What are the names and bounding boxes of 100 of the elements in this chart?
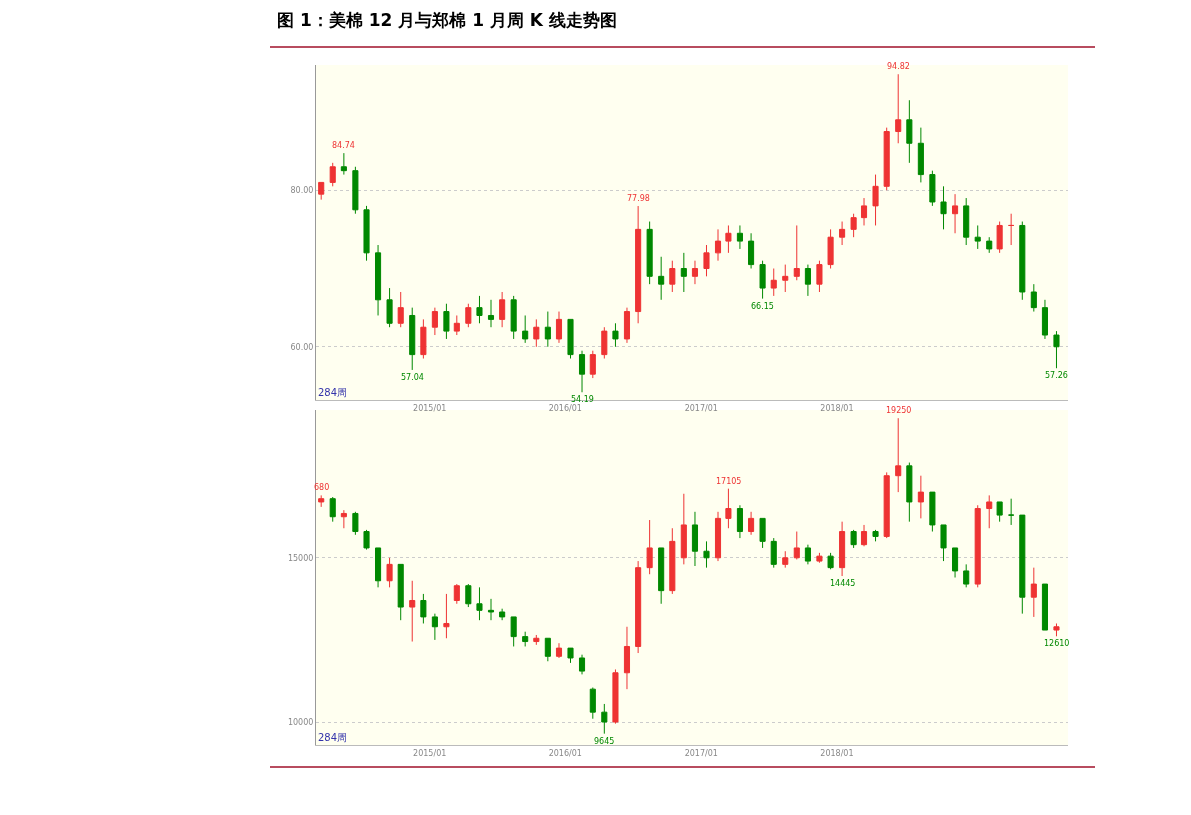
- candlestick: [1008, 213, 1015, 246]
- candlestick: [420, 593, 427, 624]
- candlestick: [363, 529, 370, 551]
- candlestick: [443, 303, 450, 340]
- candlestick: [816, 552, 823, 564]
- annotation: 9645: [594, 737, 615, 746]
- candlestick: [736, 504, 743, 539]
- annotation: 17105: [716, 477, 742, 486]
- candlestick: [397, 291, 404, 328]
- annotation: 680: [314, 483, 330, 492]
- y-tick-label: 80.00: [290, 186, 314, 196]
- candlestick: [1008, 498, 1015, 526]
- candlestick: [906, 462, 913, 523]
- candlestick: [782, 264, 789, 293]
- annotation: 54.19: [571, 395, 594, 404]
- candlestick: [929, 170, 936, 207]
- candlestick: [329, 162, 336, 187]
- candlestick: [669, 260, 676, 293]
- candlestick: [1030, 283, 1037, 313]
- candlestick: [736, 224, 743, 250]
- chart-title: 图 1：美棉 12 月与郑棉 1 月周 K 线走势图: [277, 10, 617, 30]
- candlestick: [860, 524, 868, 547]
- candlestick: [703, 244, 710, 277]
- candlestick: [601, 326, 608, 360]
- candlestick: [996, 221, 1003, 254]
- candlestick: [476, 295, 483, 324]
- candlestick: [658, 547, 665, 605]
- annotation: 284周: [318, 387, 348, 398]
- candlestick: [658, 256, 665, 301]
- candlestick: [375, 547, 382, 588]
- annotation: 57.26: [1045, 371, 1068, 380]
- candlestick: [974, 504, 981, 588]
- candlestick: [770, 537, 777, 569]
- candlestick: [375, 244, 382, 316]
- candlestick: [578, 654, 586, 675]
- candlestick: [453, 314, 460, 336]
- candlestick: [318, 181, 325, 201]
- candlestick: [725, 488, 732, 529]
- candlestick: [612, 668, 619, 725]
- candlestick: [929, 491, 936, 533]
- candlestick: [1053, 622, 1060, 637]
- candlestick: [623, 626, 631, 690]
- candlestick: [555, 642, 563, 659]
- candlestick: [1019, 514, 1026, 615]
- candlestick: [759, 517, 766, 549]
- candlestick: [986, 236, 993, 254]
- candlestick: [974, 224, 981, 250]
- candlestick: [940, 185, 947, 230]
- candlestick: [816, 260, 823, 293]
- candlestick: [510, 295, 517, 340]
- candlestick: [522, 314, 529, 344]
- annotation: 19250: [886, 406, 912, 415]
- candlestick: [589, 687, 596, 720]
- candlestick: [714, 511, 722, 562]
- candlestick: [860, 197, 868, 226]
- candlestick: [487, 598, 495, 621]
- candlestick: [804, 264, 811, 297]
- candlestick: [646, 221, 653, 285]
- candlestick: [748, 511, 755, 536]
- annotation: 77.98: [627, 194, 650, 203]
- candlestick: [963, 563, 970, 588]
- candlestick: [804, 544, 811, 565]
- candlestick: [612, 322, 619, 348]
- candlestick: [839, 521, 846, 577]
- candlestick: [714, 228, 722, 262]
- candlestick: [827, 228, 834, 269]
- candlestick: [329, 496, 336, 523]
- candlestick: [917, 475, 924, 519]
- candlestick: [691, 260, 699, 285]
- candlestick: [443, 593, 450, 639]
- candlestick: [850, 529, 857, 549]
- candlestick: [386, 557, 393, 588]
- x-tick-label: 2016/01: [548, 403, 582, 413]
- candlestick: [522, 631, 529, 647]
- candlestick: [510, 616, 517, 647]
- candlestick: [487, 299, 495, 328]
- candlestick: [635, 560, 642, 654]
- candlestick: [917, 127, 924, 183]
- candlestick: [1041, 299, 1049, 340]
- x-tick-label: 2015/01: [413, 403, 447, 413]
- candlestick: [646, 519, 653, 575]
- annotation: 284周: [318, 732, 348, 743]
- candlestick: [578, 350, 586, 393]
- candlestick: [352, 511, 359, 536]
- candlestick: [759, 260, 766, 300]
- candlestick: [363, 205, 370, 262]
- candlestick: [397, 563, 404, 621]
- candlestick: [1053, 330, 1060, 369]
- candlestick: [770, 268, 777, 297]
- candlestick: [589, 350, 596, 379]
- candlestick: [623, 307, 631, 344]
- candlestick: [748, 232, 755, 269]
- candlestick: [952, 193, 959, 234]
- candlestick: [318, 494, 325, 508]
- candlestick: [340, 509, 347, 529]
- candlestick: [601, 703, 608, 735]
- candlestick: [703, 540, 710, 569]
- candlestick: [431, 613, 438, 641]
- candlestick: [555, 311, 563, 344]
- candlestick: [386, 287, 393, 328]
